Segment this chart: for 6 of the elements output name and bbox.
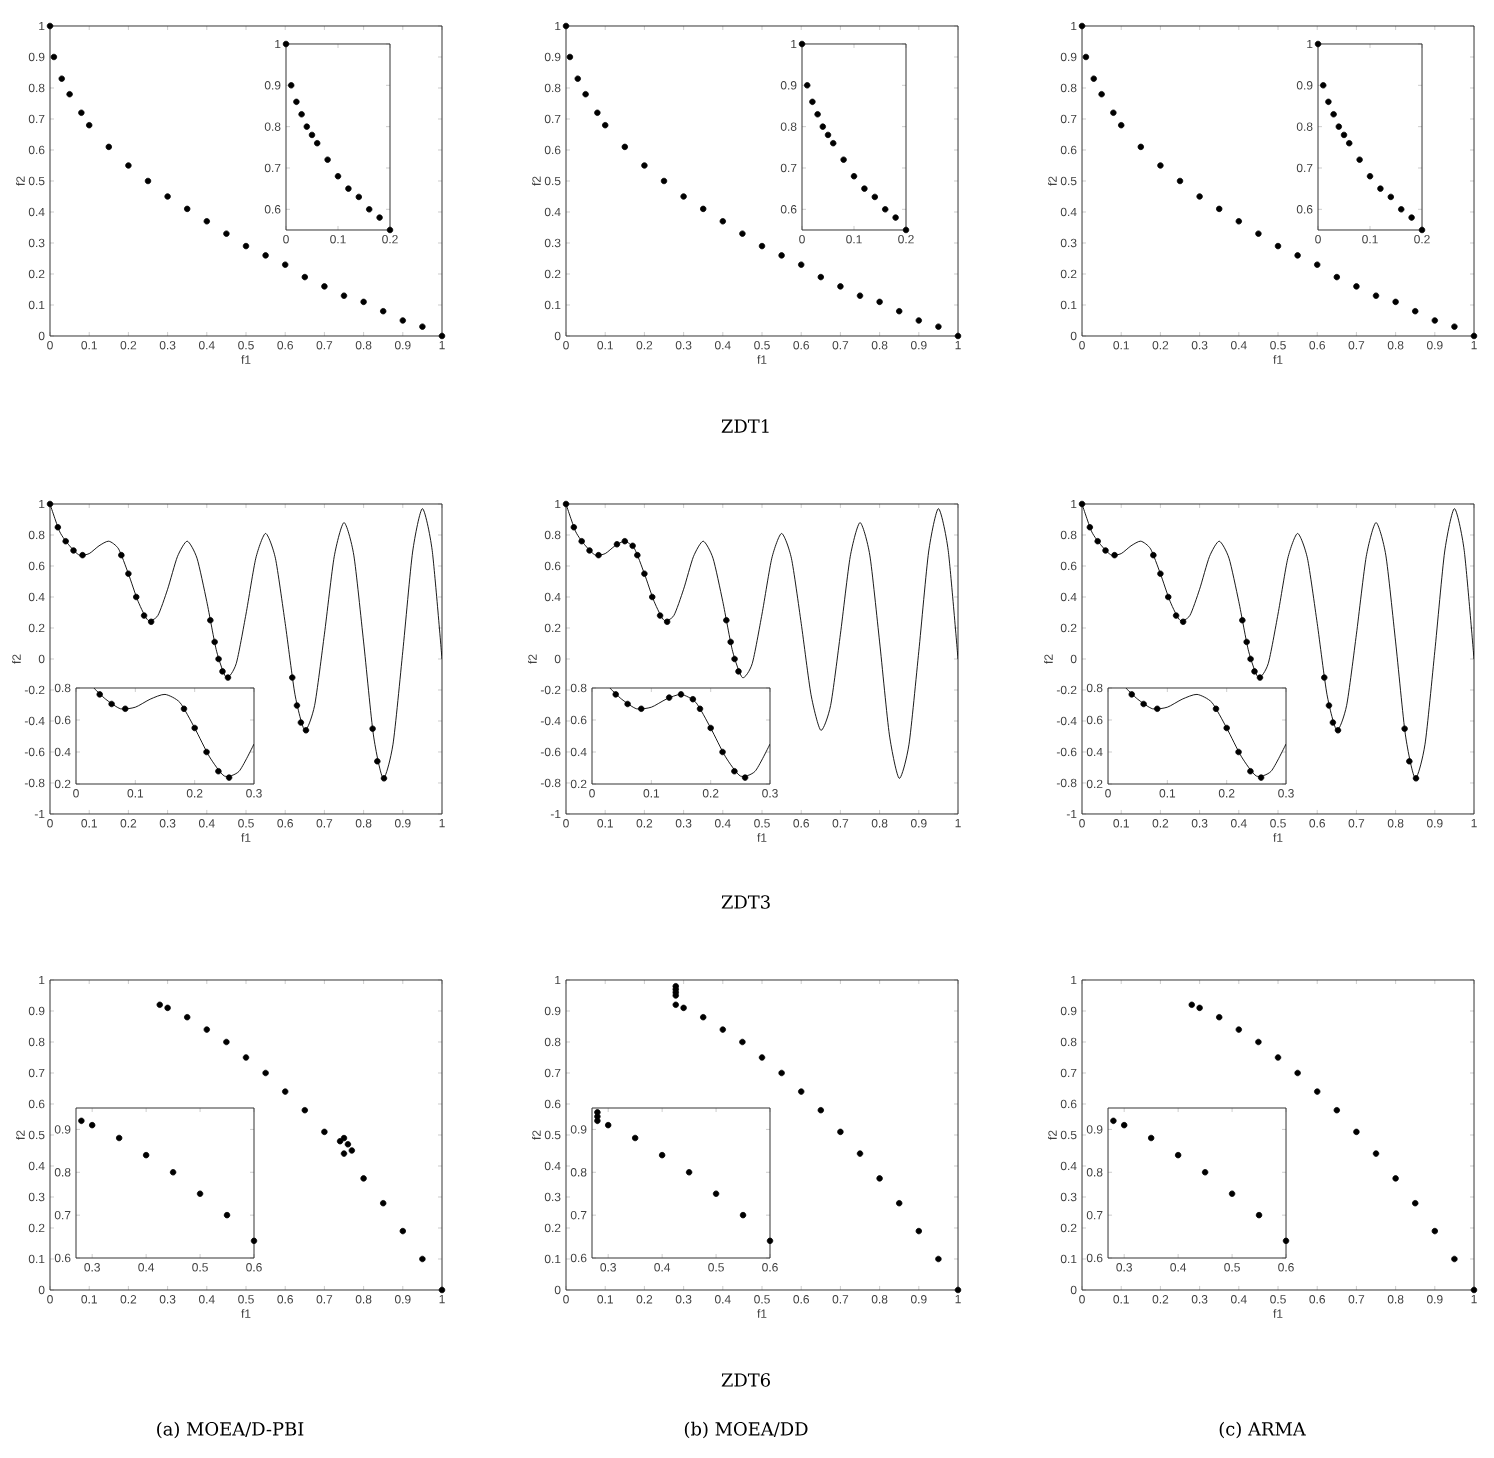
text: (b) MOEA/DD — [684, 1421, 808, 1439]
text: ZDT3 — [721, 895, 770, 909]
text: ZDT1 — [721, 419, 769, 433]
text: ZDT6 — [721, 1373, 770, 1387]
text: (c) ARMA — [1219, 1421, 1306, 1439]
text: (a) MOEA/D-PBI — [157, 1421, 304, 1439]
